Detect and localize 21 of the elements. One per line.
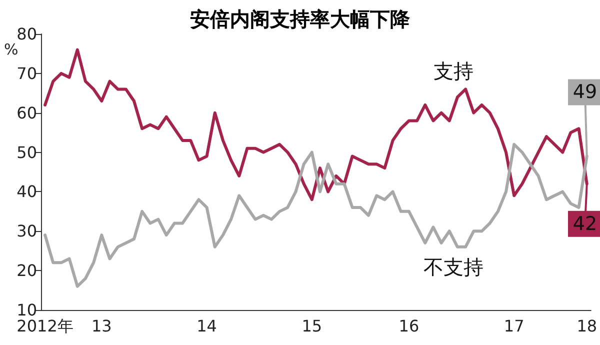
y-tick-label: 80	[16, 24, 37, 44]
series-label: 不支持	[424, 254, 484, 279]
y-tick-label: 10	[16, 300, 37, 320]
chart-title: 安倍内阁支持率大幅下降	[190, 7, 411, 31]
x-tick-label: 18	[576, 316, 598, 336]
y-axis-title: %	[4, 40, 18, 58]
y-tick-label: 60	[16, 103, 37, 122]
y-tick-label: 30	[16, 222, 37, 241]
y-tick-label: 20	[16, 261, 37, 280]
x-tick-label: 15	[302, 316, 322, 336]
series-label: 支持	[434, 59, 474, 84]
y-tick-label: 40	[16, 182, 37, 202]
x-tick-label: 17	[504, 316, 524, 336]
x-tick-label: 16	[398, 316, 420, 336]
y-tick-label: 70	[16, 64, 37, 83]
annotation: 49	[572, 81, 598, 104]
annotation: 42	[572, 212, 598, 235]
x-tick-label: 14	[196, 316, 217, 336]
y-tick-label: 50	[16, 142, 37, 162]
x-tick-label: 13	[91, 316, 112, 336]
x-tick-label: 2012年	[16, 316, 74, 336]
